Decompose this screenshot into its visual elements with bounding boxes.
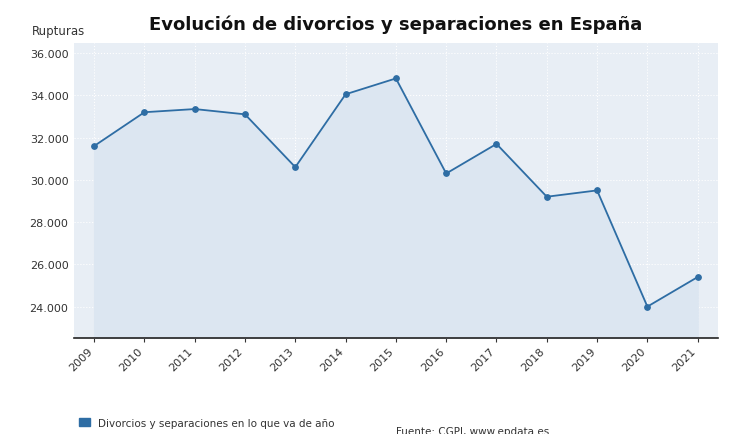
- Text: Rupturas: Rupturas: [32, 25, 85, 37]
- Point: [541, 194, 553, 201]
- Point: [491, 141, 502, 148]
- Title: Evolución de divorcios y separaciones en España: Evolución de divorcios y separaciones en…: [149, 15, 642, 33]
- Point: [440, 171, 452, 178]
- Point: [289, 164, 301, 171]
- Point: [591, 187, 603, 194]
- Legend: Divorcios y separaciones en lo que va de año: Divorcios y separaciones en lo que va de…: [79, 418, 334, 428]
- Point: [642, 303, 653, 310]
- Point: [390, 76, 402, 83]
- Point: [340, 92, 352, 99]
- Point: [138, 109, 150, 116]
- Text: Fuente: CGPJ, www.epdata.es: Fuente: CGPJ, www.epdata.es: [396, 426, 549, 434]
- Point: [189, 106, 201, 113]
- Point: [692, 274, 704, 281]
- Point: [239, 112, 251, 118]
- Point: [88, 143, 100, 150]
